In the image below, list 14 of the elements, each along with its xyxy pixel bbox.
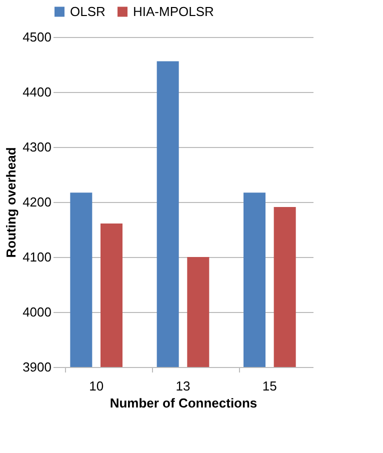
y-tick-label: 4000	[22, 304, 52, 320]
x-axis-title: Number of Connections	[110, 396, 258, 410]
x-tick-label: 13	[176, 378, 190, 394]
y-tick-label: 4200	[22, 194, 52, 210]
y-axis-title: Routing overhead	[4, 147, 19, 258]
y-tick-label: 3900	[22, 360, 52, 374]
x-tick-label: 10	[89, 378, 104, 394]
legend-label: OLSR	[70, 4, 106, 19]
y-tick-label: 4300	[22, 140, 52, 154]
y-tick-label: 4400	[22, 84, 52, 100]
y-tick-label: 4100	[22, 250, 52, 264]
x-tick-label: 15	[262, 378, 277, 394]
y-tick-label: 4500	[22, 30, 52, 44]
legend-label: HIA-MPOLSR	[133, 4, 214, 19]
